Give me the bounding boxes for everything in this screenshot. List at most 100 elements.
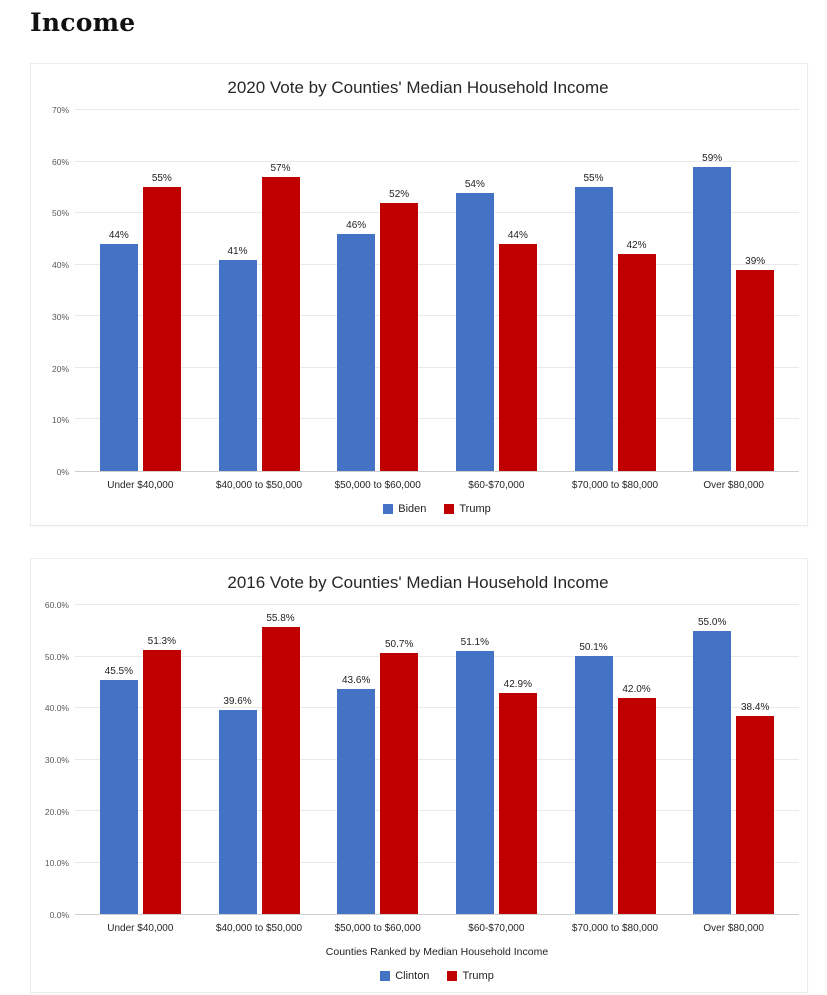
clinton-bar <box>455 650 494 914</box>
y-tick-label: 30% <box>51 311 69 322</box>
legend-item-trump: Trump <box>444 503 491 515</box>
bar-value-label: 44% <box>507 230 528 242</box>
bar-group: 50.1% 42.0% <box>556 605 675 914</box>
clinton-bar-wrap: 45.5% <box>99 605 138 914</box>
biden-bar <box>693 166 732 471</box>
trump-bar-wrap: 38.4% <box>736 605 775 914</box>
bar-group: 54% 44% <box>437 110 556 471</box>
chart-title: 2020 Vote by Counties' Median Household … <box>227 78 609 97</box>
gridline <box>75 810 799 811</box>
gridline <box>75 655 799 657</box>
clinton-bar <box>99 679 138 914</box>
x-axis-label: $70,000 to $80,000 <box>571 480 659 491</box>
y-axis: 0.0% 10.0% 20.0% 30.0% 40.0% 50.0% 60.0% <box>37 600 75 920</box>
bar-group: 55.0% 38.4% <box>674 605 793 914</box>
clinton-bar-wrap: 51.1% <box>455 605 494 914</box>
x-axis-label: Under $40,000 <box>107 480 174 491</box>
x-axis-label: Under $40,000 <box>107 923 174 934</box>
x-axis-label: Over $80,000 <box>703 480 764 491</box>
bar-value-label: 44% <box>108 230 129 242</box>
gridline <box>75 707 799 708</box>
bar-value-label: 42.0% <box>622 683 651 695</box>
y-tick-label: 20% <box>51 363 69 374</box>
trump-bar <box>261 626 300 914</box>
biden-bar <box>218 259 257 471</box>
gridline <box>75 366 799 368</box>
legend-label: Trump <box>462 970 494 982</box>
x-axis-title: Counties Ranked by Median Household Inco… <box>325 946 549 958</box>
bar-value-label: 52% <box>389 188 410 200</box>
bar-value-label: 38.4% <box>741 702 770 714</box>
x-axis-label: $60-$70,000 <box>468 923 525 934</box>
trump-bar-wrap: 39% <box>736 110 775 471</box>
x-axis-label: $50,000 to $60,000 <box>334 923 421 934</box>
biden-bar-wrap: 44% <box>99 110 138 471</box>
bar-value-label: 55% <box>583 173 604 185</box>
biden-bar-wrap: 46% <box>337 110 376 471</box>
gridline <box>75 315 799 317</box>
legend: Clinton Trump <box>75 970 799 982</box>
biden-bar-wrap: 54% <box>455 110 494 471</box>
bar-value-label: 59% <box>702 152 723 164</box>
chart-body: 0% 10% 20% 30% 40% 50% 60% 70% 44% 55% 41% 57% 46% 5… <box>37 105 799 477</box>
biden-bar-wrap: 59% <box>693 110 732 471</box>
trump-bar <box>617 697 656 914</box>
clinton-bar <box>218 710 257 914</box>
biden-bar <box>455 192 494 471</box>
chart-2020-vote-by-income: 2020 Vote by Counties' Median Household … <box>30 63 808 526</box>
y-tick-label: 60% <box>51 156 69 167</box>
trump-bar <box>380 202 419 471</box>
y-tick-label: 70% <box>51 105 69 115</box>
x-axis: Under $40,000 $40,000 to $50,000 $50,000 t… <box>75 915 799 934</box>
trump-bar-wrap: 42% <box>617 110 656 471</box>
y-axis: 0% 10% 20% 30% 40% 50% 60% 70% <box>37 105 75 477</box>
bar-group: 55% 42% <box>556 110 675 471</box>
x-axis-label: $40,000 to $50,000 <box>215 923 303 934</box>
gridline <box>75 109 799 110</box>
trump-bar <box>142 649 181 914</box>
bar-group: 39.6% 55.8% <box>200 605 319 914</box>
trump-bar-wrap: 51.3% <box>142 605 181 914</box>
legend-item-clinton: Clinton <box>380 970 429 982</box>
legend-swatch <box>380 971 391 981</box>
bar-group: 46% 52% <box>318 110 437 471</box>
y-tick-label: 50.0% <box>44 651 69 662</box>
y-tick-label: 0.0% <box>49 910 69 920</box>
x-axis-label: $40,000 to $50,000 <box>215 480 303 491</box>
clinton-bar <box>693 630 732 914</box>
legend-swatch <box>383 504 394 514</box>
plot-area: 45.5% 51.3% 39.6% 55.8% 43.6% 50.7% 51.1% 42.9%… <box>75 604 799 915</box>
trump-bar <box>261 177 300 471</box>
trump-bar <box>498 693 537 914</box>
x-axis-label: $70,000 to $80,000 <box>571 923 659 934</box>
bar-value-label: 50.1% <box>579 642 608 653</box>
legend-label: Trump <box>459 503 491 515</box>
bar-value-label: 55.0% <box>698 616 727 628</box>
x-axis-label: Over $80,000 <box>703 923 764 934</box>
chart-title: 2016 Vote by Counties' Median Household … <box>227 573 609 592</box>
page-title: Income <box>30 8 136 37</box>
biden-bar <box>337 233 376 471</box>
bar-value-label: 55.8% <box>266 612 295 624</box>
gridline <box>75 212 799 214</box>
biden-bar-wrap: 55% <box>574 110 613 471</box>
legend: Biden Trump <box>75 503 799 515</box>
legend-swatch <box>447 971 458 981</box>
bar-value-label: 41% <box>227 245 248 257</box>
y-tick-label: 40.0% <box>44 703 69 714</box>
bar-value-label: 55% <box>151 173 172 185</box>
bar-group: 59% 39% <box>674 110 793 471</box>
clinton-bar-wrap: 55.0% <box>693 605 732 914</box>
clinton-bar-wrap: 43.6% <box>337 605 376 914</box>
bar-value-label: 42.9% <box>503 679 533 691</box>
legend-label: Biden <box>398 503 427 515</box>
y-tick-label: 0% <box>56 467 69 477</box>
x-axis: Under $40,000 $40,000 to $50,000 $50,000 t… <box>75 472 799 491</box>
clinton-bar-wrap: 50.1% <box>574 605 613 914</box>
plot-area: 44% 55% 41% 57% 46% 52% 54% 44% 55% 42% 59% 39% <box>75 109 799 472</box>
bar-value-label: 39% <box>745 255 766 267</box>
trump-bar <box>617 254 656 471</box>
bar-value-label: 51.3% <box>147 635 176 647</box>
chart-body: 0.0% 10.0% 20.0% 30.0% 40.0% 50.0% 60.0% 45.5%… <box>37 600 799 920</box>
bar-value-label: 54% <box>464 178 485 190</box>
